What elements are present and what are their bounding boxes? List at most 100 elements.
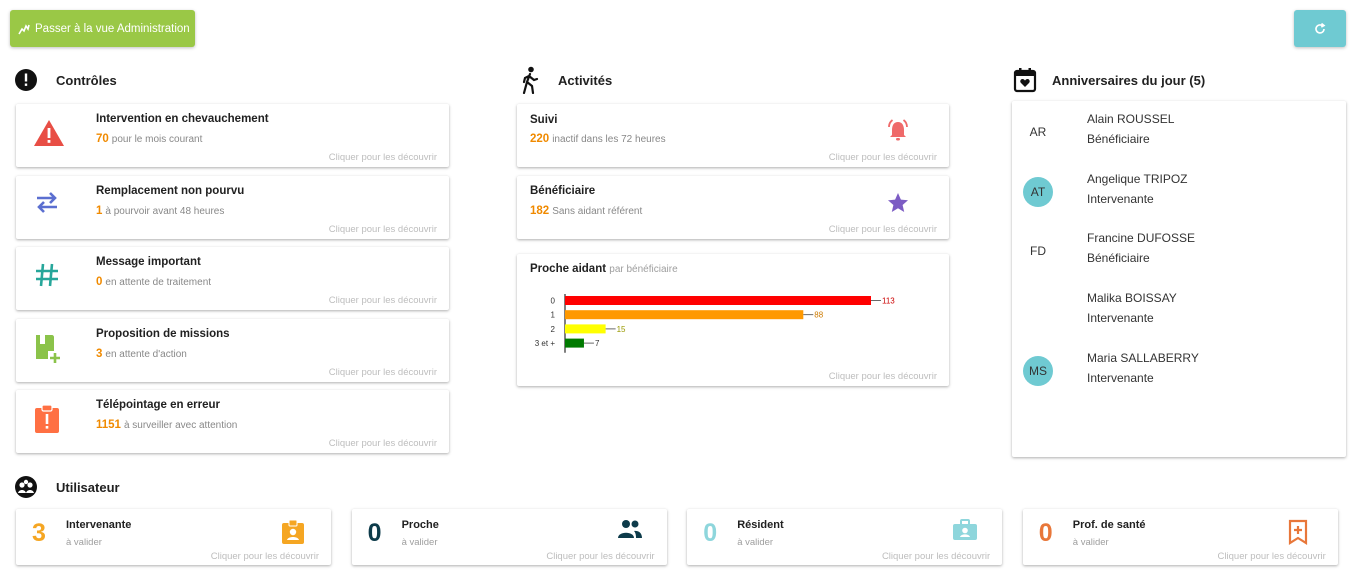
controles-title: Contrôles — [56, 73, 117, 88]
user-card-count: 0 — [1038, 519, 1053, 547]
hand-wave-icon — [18, 23, 30, 34]
controle-card-value: 1151 — [96, 419, 121, 431]
proche-aidant-chart-card[interactable]: Proche aidant par bénéficiaire 0 113 1 88 2 1… — [517, 254, 949, 386]
book-plus-icon — [33, 333, 63, 370]
refresh-button[interactable] — [1294, 10, 1346, 47]
chart-bar[interactable] — [565, 310, 804, 320]
birthday-list-item[interactable]: AR Alain ROUSSEL Bénéficiaire — [1012, 111, 1346, 155]
anniversaires-title: Anniversaires du jour (5) — [1052, 73, 1206, 88]
chart-bar[interactable] — [565, 338, 584, 348]
activity-card-value: 220 — [530, 133, 550, 145]
controle-card-desc: à surveiller avec attention — [123, 420, 238, 431]
controle-card-desc: en attente d'action — [105, 348, 187, 360]
chart-header: Proche aidant par bénéficiaire — [530, 263, 678, 275]
user-card-title: Proche — [401, 519, 439, 531]
account-group-circle-icon — [14, 475, 38, 499]
user-card[interactable]: 0 Résident à valider Cliquer pour les dé… — [687, 509, 1003, 565]
birthday-person-role: Intervenante — [1087, 370, 1154, 385]
user-card[interactable]: 0 Prof. de santé à valider Cliquer pour … — [1022, 509, 1338, 565]
proche-aidant-bar-chart: 0 113 1 88 2 15 3 et + 7 — [535, 294, 895, 353]
discover-link[interactable]: Cliquer pour les découvrir — [328, 438, 437, 449]
account-group-icon — [617, 519, 643, 544]
calendar-heart-icon — [1013, 67, 1037, 93]
refresh-icon — [1315, 22, 1326, 34]
controle-card-title: Message important — [96, 256, 201, 268]
birthdays-card: AR Alain ROUSSEL Bénéficiaire AT Angeliq… — [1012, 101, 1346, 457]
user-card-subtitle: à valider — [66, 537, 102, 548]
discover-link[interactable]: Cliquer pour les découvrir — [828, 224, 937, 235]
discover-link[interactable]: Cliquer pour les découvrir — [1217, 551, 1326, 562]
controle-card[interactable]: Intervention en chevauchement 70 pour le … — [16, 104, 449, 167]
discover-link[interactable]: Cliquer pour les découvrir — [828, 371, 937, 382]
activity-card-value-line: 220 inactif dans les 72 heures — [530, 133, 666, 145]
chart-bar[interactable] — [565, 296, 871, 305]
birthday-person-name: Malika BOISSAY — [1087, 291, 1177, 306]
activity-card-suivi[interactable]: Suivi 220 inactif dans les 72 heures Cliq… — [517, 104, 949, 167]
avatar: AR — [1029, 125, 1047, 139]
birthday-list-item[interactable]: FD Francine DUFOSSE Bénéficiaire — [1012, 230, 1346, 274]
discover-link[interactable]: Cliquer pour les découvrir — [210, 551, 319, 562]
discover-link[interactable]: Cliquer pour les découvrir — [546, 551, 655, 562]
admin-view-button[interactable]: Passer à la vue Administration — [10, 10, 195, 47]
medical-bag-icon — [952, 519, 978, 546]
discover-link[interactable]: Cliquer pour les découvrir — [328, 152, 437, 163]
controle-card-value: 1 — [96, 204, 103, 217]
activity-card-value: 182 — [530, 205, 550, 217]
avatar: AT — [1023, 176, 1053, 207]
activity-card-title: Suivi — [530, 114, 558, 126]
controle-card-value-line: 3 en attente d'action — [96, 348, 187, 360]
user-card-subtitle: à valider — [401, 537, 438, 548]
user-card[interactable]: 0 Proche à valider Cliquer pour les déco… — [351, 509, 667, 565]
user-card-subtitle: à valider — [737, 537, 774, 548]
birthday-person-role: Intervenante — [1087, 191, 1154, 206]
discover-link[interactable]: Cliquer pour les découvrir — [328, 223, 437, 235]
controle-card[interactable]: Télépointage en erreur 1151 à surveiller … — [16, 390, 449, 453]
chart-category-label: 1 — [551, 311, 556, 320]
bell-ring-icon — [888, 119, 908, 141]
chart-value-label: 113 — [882, 297, 895, 306]
discover-link[interactable]: Cliquer pour les découvrir — [328, 295, 437, 306]
birthday-list-item[interactable]: Malika BOISSAY Intervenante — [1012, 290, 1346, 334]
user-card-count: 0 — [367, 519, 382, 547]
controle-card[interactable]: Message important 0 en attente de traitem… — [16, 247, 449, 310]
activity-card-desc: Sans aidant référent — [552, 206, 643, 217]
discover-link[interactable]: Cliquer pour les découvrir — [328, 366, 437, 378]
birthday-list-item[interactable]: MS Maria SALLABERRY Intervenante — [1012, 350, 1346, 394]
birthday-person-name: Angelique TRIPOZ — [1087, 171, 1188, 186]
discover-link[interactable]: Cliquer pour les découvrir — [881, 551, 991, 562]
star-icon — [888, 193, 908, 212]
discover-link[interactable]: Cliquer pour les découvrir — [828, 152, 937, 163]
chart-value-label: 88 — [814, 311, 823, 320]
activites-title: Activités — [558, 73, 613, 88]
birthday-person-name: Francine DUFOSSE — [1087, 231, 1196, 246]
controle-card-title: Remplacement non pourvu — [96, 184, 245, 197]
chart-category-label: 0 — [551, 297, 556, 306]
chart-bar[interactable] — [565, 324, 606, 334]
activity-card-beneficiaire[interactable]: Bénéficiaire 182 Sans aidant référent Cli… — [517, 176, 949, 239]
user-card-title: Résident — [737, 519, 784, 531]
activity-card-desc: inactif dans les 72 heures — [552, 134, 666, 145]
alert-circle-icon — [14, 68, 38, 92]
controle-card-title: Télépointage en erreur — [96, 399, 220, 411]
controle-card-desc: en attente de traitement — [105, 277, 212, 288]
chart-value-label: 7 — [595, 339, 600, 348]
warning-icon — [33, 118, 65, 153]
badge-account-icon — [281, 519, 305, 550]
user-card-count: 0 — [703, 519, 718, 547]
controle-card-title: Intervention en chevauchement — [96, 113, 269, 125]
chart-category-label: 2 — [551, 325, 556, 334]
user-card[interactable]: 3 Intervenante à valider Cliquer pour le… — [16, 509, 331, 565]
birthday-list-item[interactable]: AT Angelique TRIPOZ Intervenante — [1012, 171, 1346, 215]
controle-card-value-line: 1151 à surveiller avec attention — [96, 419, 237, 431]
controle-card[interactable]: Proposition de missions 3 en attente d'ac… — [16, 318, 449, 382]
birthday-person-role: Bénéficiaire — [1087, 251, 1150, 266]
controle-card-value-line: 70 pour le mois courant — [96, 133, 202, 145]
controle-card-value: 70 — [96, 133, 109, 145]
activity-card-title: Bénéficiaire — [530, 185, 596, 197]
activity-card-value-line: 182 Sans aidant référent — [530, 205, 642, 217]
birthday-person-name: Alain ROUSSEL — [1087, 112, 1175, 126]
clipboard-alert-icon — [33, 404, 61, 439]
controle-card-value: 3 — [96, 347, 103, 360]
